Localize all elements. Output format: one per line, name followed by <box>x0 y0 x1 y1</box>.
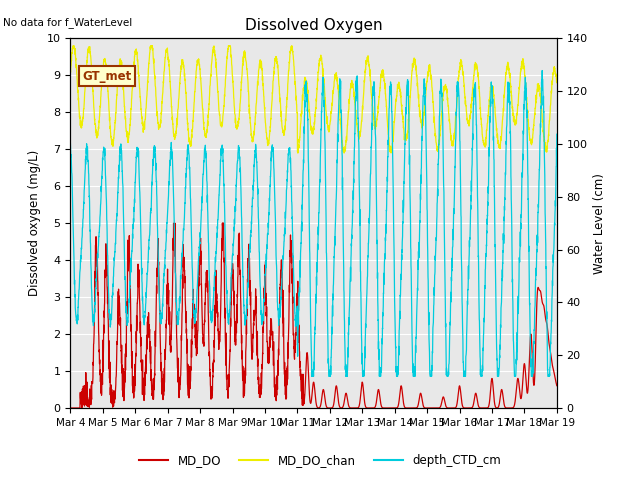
Text: No data for f_WaterLevel: No data for f_WaterLevel <box>3 17 132 28</box>
MD_DO <box>275 367 282 373</box>
depth_CTD_cm <box>538 68 546 73</box>
Y-axis label: Water Level (cm): Water Level (cm) <box>593 173 606 274</box>
depth_CTD_cm <box>67 140 74 146</box>
Legend: MD_DO, MD_DO_chan, depth_CTD_cm: MD_DO, MD_DO_chan, depth_CTD_cm <box>134 449 506 472</box>
MD_DO_chan <box>67 68 74 74</box>
depth_CTD_cm <box>553 132 561 137</box>
MD_DO_chan <box>492 111 499 117</box>
MD_DO_chan <box>275 67 282 73</box>
MD_DO <box>543 324 551 330</box>
MD_DO_chan <box>253 89 261 95</box>
MD_DO_chan <box>69 43 77 48</box>
Line: depth_CTD_cm: depth_CTD_cm <box>70 71 557 376</box>
MD_DO_chan <box>122 125 130 131</box>
depth_CTD_cm <box>253 163 260 168</box>
depth_CTD_cm <box>308 373 316 379</box>
depth_CTD_cm <box>544 367 552 373</box>
depth_CTD_cm <box>151 149 159 155</box>
Line: MD_DO: MD_DO <box>70 223 557 408</box>
Text: GT_met: GT_met <box>83 70 132 83</box>
MD_DO <box>253 346 261 351</box>
MD_DO <box>553 383 561 388</box>
MD_DO <box>491 403 499 408</box>
Title: Dissolved Oxygen: Dissolved Oxygen <box>244 18 383 33</box>
Line: MD_DO_chan: MD_DO_chan <box>70 46 557 153</box>
MD_DO <box>170 220 177 226</box>
MD_DO <box>67 405 74 411</box>
MD_DO_chan <box>151 73 159 79</box>
Y-axis label: Dissolved oxygen (mg/L): Dissolved oxygen (mg/L) <box>28 150 41 296</box>
MD_DO_chan <box>553 80 561 85</box>
depth_CTD_cm <box>274 305 282 311</box>
MD_DO <box>122 341 130 347</box>
MD_DO_chan <box>294 150 301 156</box>
depth_CTD_cm <box>491 244 499 250</box>
MD_DO <box>151 372 159 378</box>
depth_CTD_cm <box>122 304 130 310</box>
MD_DO_chan <box>544 140 552 146</box>
